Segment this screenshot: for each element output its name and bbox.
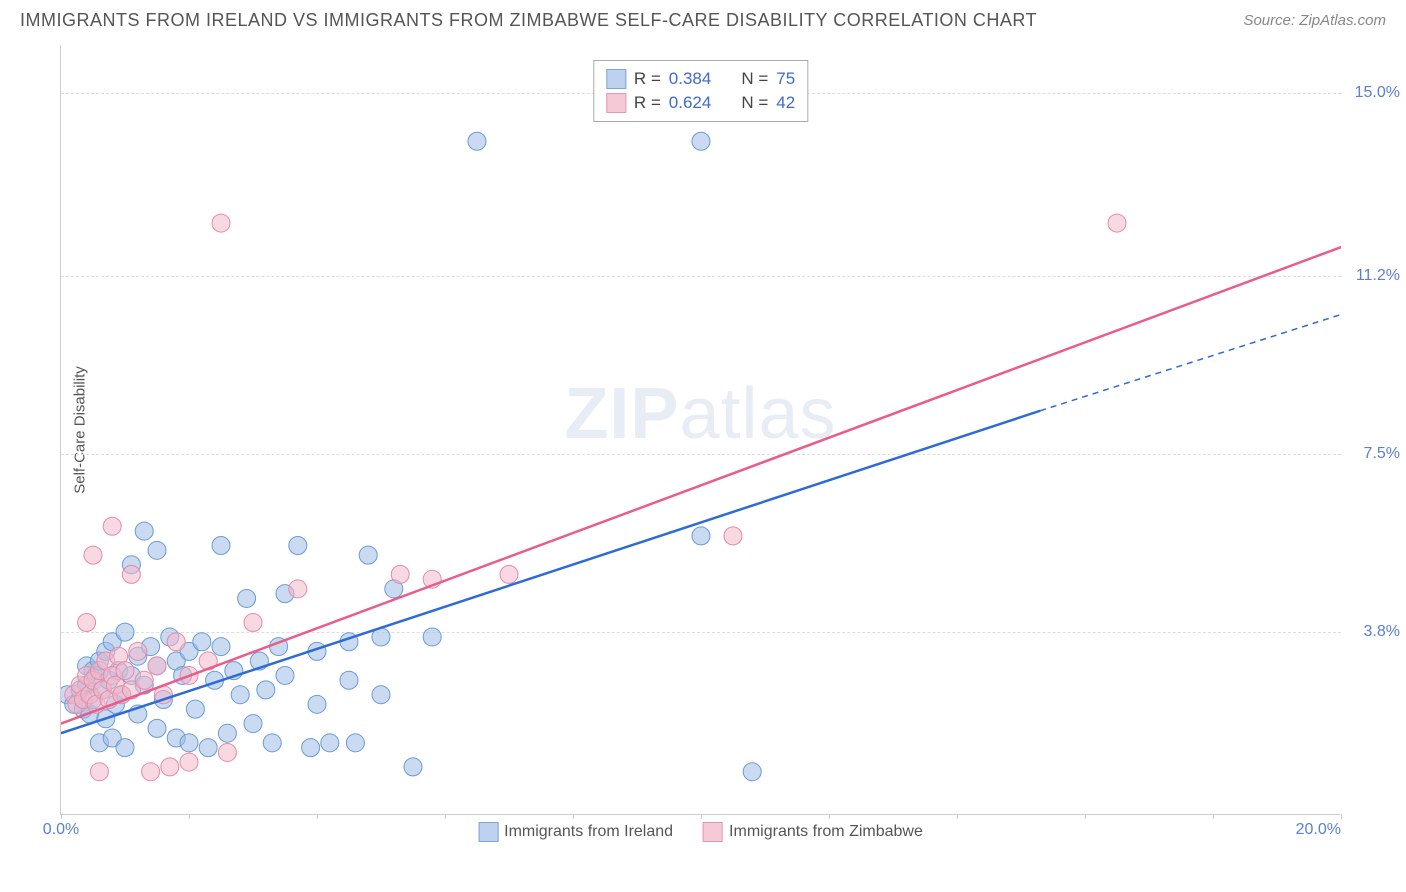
data-point bbox=[129, 642, 147, 660]
data-point bbox=[135, 671, 153, 689]
data-point bbox=[289, 580, 307, 598]
data-point bbox=[122, 565, 140, 583]
data-point bbox=[500, 565, 518, 583]
data-point bbox=[238, 589, 256, 607]
data-point bbox=[724, 527, 742, 545]
legend-swatch bbox=[478, 822, 498, 842]
data-point bbox=[193, 633, 211, 651]
x-tick-label: 0.0% bbox=[43, 821, 79, 839]
data-point bbox=[218, 743, 236, 761]
chart-title: IMMIGRANTS FROM IRELAND VS IMMIGRANTS FR… bbox=[20, 10, 1037, 31]
y-tick-label: 11.2% bbox=[1356, 267, 1400, 285]
data-point bbox=[391, 565, 409, 583]
data-point bbox=[692, 527, 710, 545]
data-point bbox=[257, 681, 275, 699]
data-point bbox=[212, 638, 230, 656]
y-tick-label: 7.5% bbox=[1364, 445, 1400, 463]
x-tick-mark bbox=[1341, 814, 1342, 819]
data-point bbox=[135, 522, 153, 540]
data-point bbox=[468, 132, 486, 150]
data-point bbox=[218, 724, 236, 742]
chart-area: Self-Care Disability ZIPatlas R =0.384N … bbox=[60, 45, 1380, 845]
legend-r-value: 0.624 bbox=[669, 93, 712, 113]
legend-item: Immigrants from Zimbabwe bbox=[703, 822, 923, 842]
data-point bbox=[244, 614, 262, 632]
legend-r-value: 0.384 bbox=[669, 69, 712, 89]
data-point bbox=[148, 541, 166, 559]
data-point bbox=[148, 657, 166, 675]
data-point bbox=[340, 671, 358, 689]
data-point bbox=[692, 132, 710, 150]
data-point bbox=[161, 758, 179, 776]
legend-n-value: 75 bbox=[776, 69, 795, 89]
plot-svg bbox=[61, 45, 1341, 815]
data-point bbox=[186, 700, 204, 718]
data-point bbox=[263, 734, 281, 752]
data-point bbox=[180, 753, 198, 771]
legend-n-label: N = bbox=[741, 93, 768, 113]
x-tick-label: 20.0% bbox=[1296, 821, 1341, 839]
data-point bbox=[167, 633, 185, 651]
data-point bbox=[116, 739, 134, 757]
data-point bbox=[359, 546, 377, 564]
data-point bbox=[180, 734, 198, 752]
legend-swatch bbox=[703, 822, 723, 842]
data-point bbox=[90, 763, 108, 781]
data-point bbox=[231, 686, 249, 704]
legend-n-value: 42 bbox=[776, 93, 795, 113]
data-point bbox=[148, 719, 166, 737]
y-tick-label: 15.0% bbox=[1355, 84, 1400, 102]
data-point bbox=[302, 739, 320, 757]
legend-item-label: Immigrants from Ireland bbox=[504, 823, 673, 841]
plot-region: Self-Care Disability ZIPatlas R =0.384N … bbox=[60, 45, 1340, 815]
trend-line bbox=[61, 247, 1341, 723]
data-point bbox=[199, 739, 217, 757]
data-point bbox=[289, 537, 307, 555]
data-point bbox=[78, 614, 96, 632]
data-point bbox=[212, 214, 230, 232]
data-point bbox=[244, 715, 262, 733]
source-label: Source: ZipAtlas.com bbox=[1243, 12, 1386, 29]
data-point bbox=[321, 734, 339, 752]
legend-n-label: N = bbox=[741, 69, 768, 89]
legend-swatch bbox=[606, 93, 626, 113]
data-point bbox=[116, 662, 134, 680]
data-point bbox=[103, 517, 121, 535]
data-point bbox=[212, 537, 230, 555]
legend-r-label: R = bbox=[634, 93, 661, 113]
trend-line bbox=[61, 411, 1040, 733]
legend-row: R = 0.384 N = 75 bbox=[606, 67, 795, 91]
data-point bbox=[116, 623, 134, 641]
data-point bbox=[276, 666, 294, 684]
data-point bbox=[346, 734, 364, 752]
data-point bbox=[404, 758, 422, 776]
legend-item: Immigrants from Ireland bbox=[478, 822, 673, 842]
data-point bbox=[372, 686, 390, 704]
data-point bbox=[84, 546, 102, 564]
data-point bbox=[308, 695, 326, 713]
legend-bottom: Immigrants from Ireland Immigrants from Z… bbox=[478, 822, 923, 842]
data-point bbox=[423, 628, 441, 646]
data-point bbox=[1108, 214, 1126, 232]
legend-top: R = 0.384 N = 75 R = 0.624 N = 42 bbox=[593, 60, 808, 122]
y-tick-label: 3.8% bbox=[1364, 623, 1400, 641]
legend-r-label: R = bbox=[634, 69, 661, 89]
data-point bbox=[142, 763, 160, 781]
trend-line-dashed bbox=[1040, 315, 1341, 411]
legend-row: R = 0.624 N = 42 bbox=[606, 91, 795, 115]
legend-swatch bbox=[606, 69, 626, 89]
data-point bbox=[743, 763, 761, 781]
legend-item-label: Immigrants from Zimbabwe bbox=[729, 823, 923, 841]
